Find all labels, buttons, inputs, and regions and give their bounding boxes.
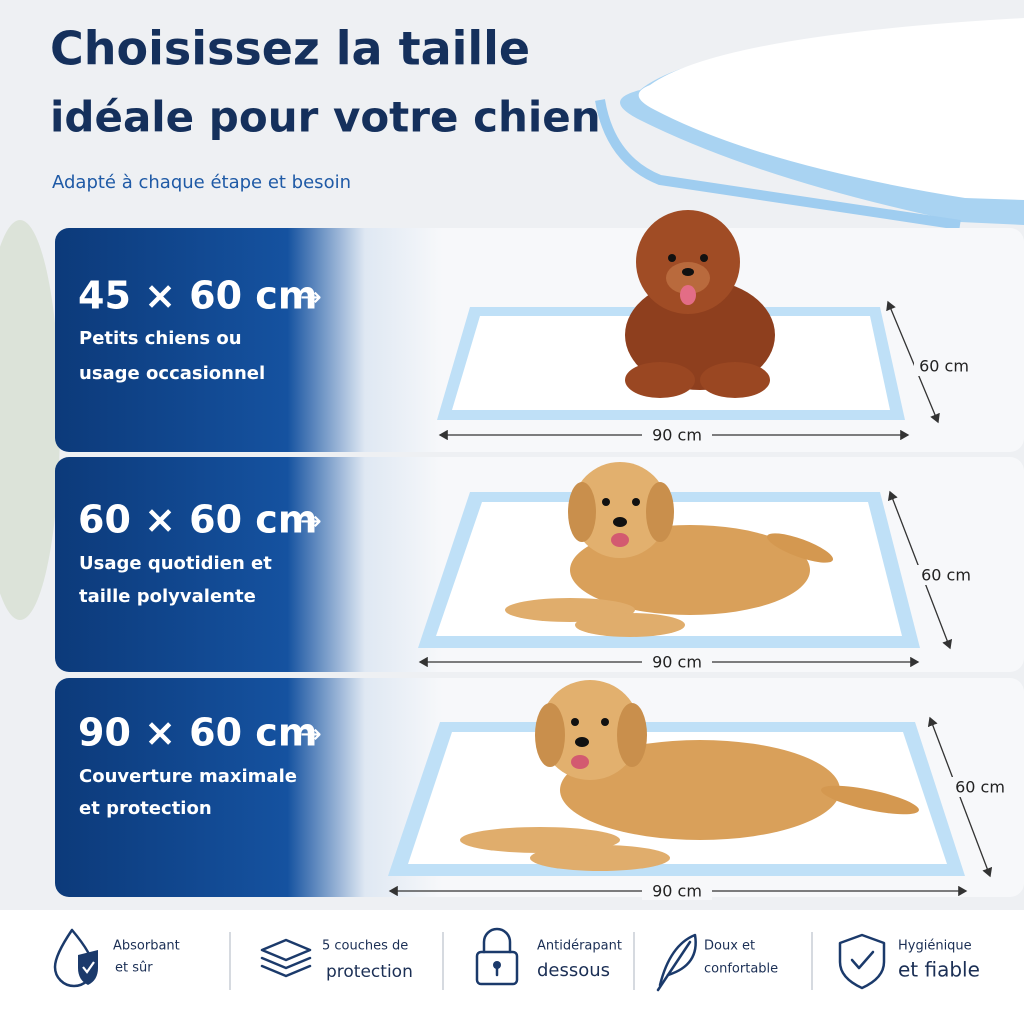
label-bg — [642, 653, 712, 671]
label-bg — [914, 356, 974, 376]
subtitle: Adapté à chaque étape et besoin — [52, 172, 351, 193]
size-label: 45 × 60 cm — [78, 274, 317, 318]
title-line: Choisissez la taille — [50, 22, 530, 76]
size-description: Petits chiens ou — [79, 328, 242, 349]
feature-text: Doux et — [704, 939, 755, 954]
dog-illustration — [460, 680, 919, 871]
size-label: 60 × 60 cm — [78, 498, 317, 542]
size-arrow: → — [300, 283, 322, 313]
icon-feather — [656, 933, 697, 992]
feature-text: Hygiénique — [898, 939, 972, 954]
plant-blur — [0, 220, 60, 620]
size-label: 90 × 60 cm — [78, 711, 317, 755]
feature-text: Antidérapant — [537, 939, 622, 954]
icon-drop — [53, 928, 98, 988]
size-arrow: → — [300, 720, 322, 750]
feature-text: et sûr — [115, 961, 153, 976]
height-line — [886, 300, 940, 424]
icon-shield — [838, 933, 886, 990]
size-description: taille polyvalente — [79, 586, 256, 607]
size-description: Usage quotidien et — [79, 553, 272, 574]
size-description: et protection — [79, 798, 212, 819]
separators — [229, 932, 813, 990]
height-label: 60 cm — [921, 566, 971, 585]
size-card: 90 × 60 cm → Couverture maximale et prot… — [55, 678, 1024, 901]
label-bg — [642, 882, 712, 900]
width-label: 90 cm — [652, 882, 702, 901]
icon-lock — [475, 927, 519, 986]
label-bg — [916, 565, 976, 585]
size-description: usage occasionnel — [79, 363, 265, 384]
size-card: 60 × 60 cm → Usage quotidien et taille p… — [55, 457, 1024, 672]
label-bg — [642, 426, 712, 444]
features-band — [0, 910, 1024, 1024]
feature-text: Absorbant — [113, 939, 180, 954]
dog-illustration — [625, 210, 775, 398]
dog-illustration — [505, 462, 834, 637]
feature-text: 5 couches de — [322, 939, 408, 954]
feature-text: dessous — [537, 960, 610, 981]
size-description: Couverture maximale — [79, 766, 297, 787]
height-label: 60 cm — [919, 357, 969, 376]
size-arrow: → — [300, 507, 322, 537]
title-line: idéale pour votre chien — [50, 93, 601, 142]
feature-text: et fiable — [898, 958, 980, 982]
icon-layers — [260, 938, 312, 978]
height-label: 60 cm — [955, 778, 1005, 797]
feature-text: protection — [326, 962, 413, 982]
pad-illustration — [595, 18, 1024, 230]
width-label: 90 cm — [652, 426, 702, 445]
label-bg — [950, 777, 1010, 797]
size-card: 45 × 60 cm → Petits chiens ou usage occa… — [55, 210, 1024, 452]
feature-text: confortable — [704, 962, 778, 977]
width-label: 90 cm — [652, 653, 702, 672]
